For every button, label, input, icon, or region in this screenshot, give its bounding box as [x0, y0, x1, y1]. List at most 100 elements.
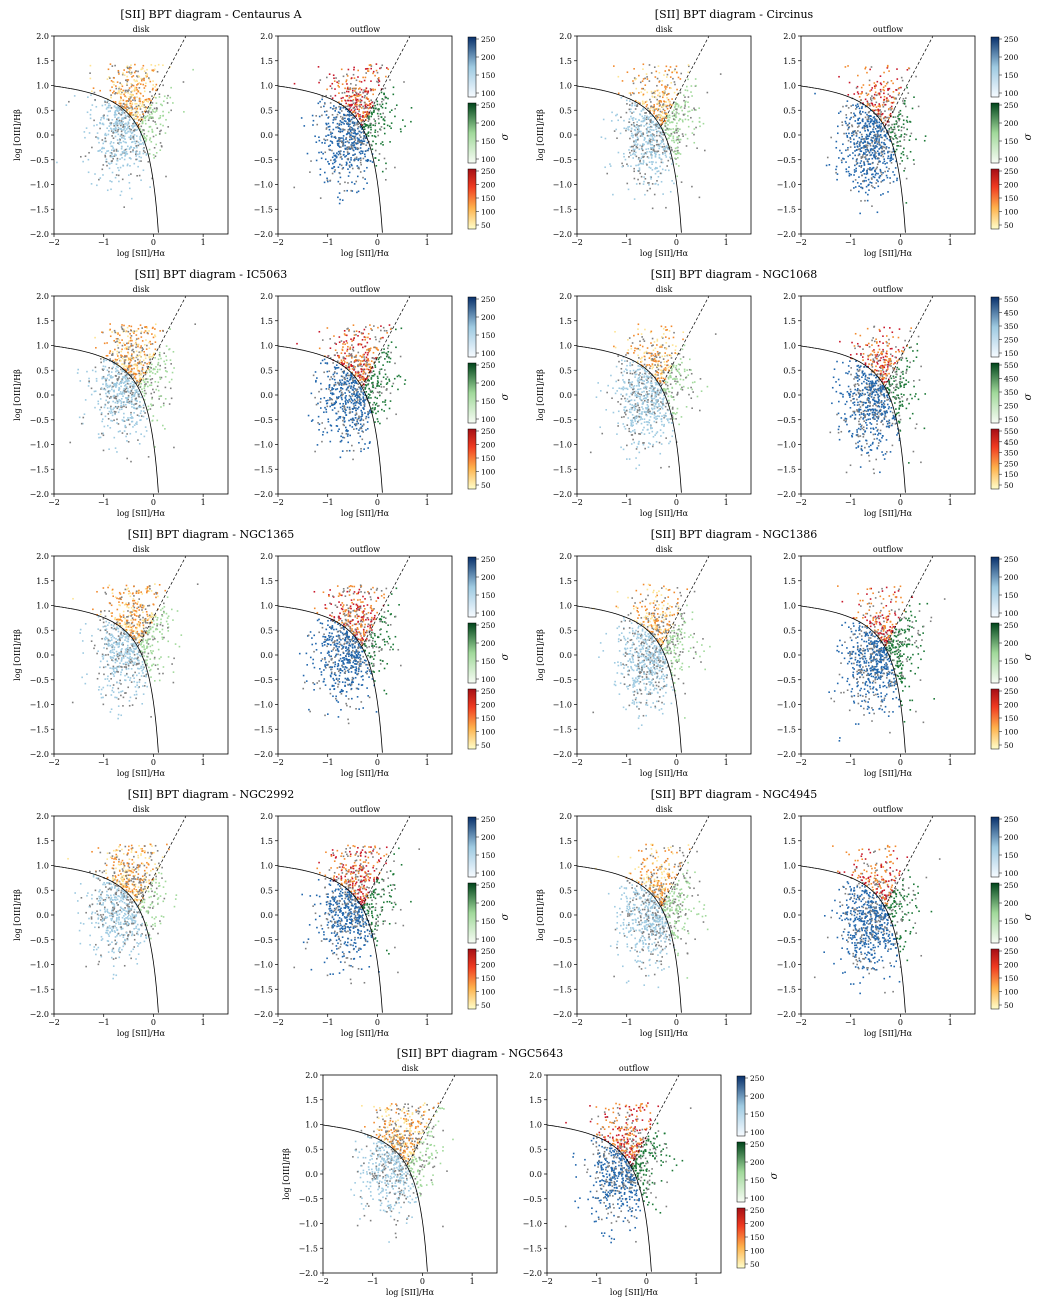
data-point — [671, 111, 674, 113]
data-point — [158, 93, 161, 96]
data-point — [116, 130, 119, 133]
data-point — [372, 351, 375, 354]
data-point — [375, 164, 378, 167]
data-point — [349, 106, 352, 109]
data-point — [876, 136, 878, 138]
data-point — [121, 111, 123, 114]
data-point — [353, 68, 355, 71]
data-point — [368, 100, 371, 103]
data-point — [659, 116, 662, 119]
data-point — [125, 330, 127, 333]
data-point — [122, 107, 125, 110]
data-point — [124, 385, 126, 387]
data-point — [681, 119, 684, 121]
data-point — [144, 384, 147, 387]
data-point — [120, 153, 122, 156]
data-point — [349, 127, 351, 130]
data-point — [625, 127, 627, 130]
data-point — [128, 400, 131, 403]
data-point — [632, 152, 635, 154]
data-point — [354, 102, 357, 105]
data-point — [126, 397, 129, 399]
data-point — [873, 140, 876, 142]
data-point — [113, 150, 115, 152]
data-point — [676, 122, 678, 125]
data-point — [125, 391, 128, 393]
data-point — [341, 116, 344, 119]
data-point — [643, 136, 646, 139]
data-point — [135, 343, 138, 346]
data-point — [410, 107, 413, 109]
data-point — [84, 399, 87, 401]
data-point — [344, 155, 346, 158]
data-point — [333, 366, 336, 368]
data-point — [106, 407, 109, 409]
data-point — [883, 95, 886, 98]
data-point — [890, 131, 892, 134]
data-point — [142, 142, 144, 144]
data-point — [879, 128, 882, 131]
data-point — [343, 418, 345, 420]
data-point — [657, 103, 659, 105]
data-point — [661, 84, 663, 86]
data-point — [679, 106, 682, 109]
data-point — [114, 447, 117, 449]
data-point — [852, 131, 855, 134]
data-point — [139, 351, 142, 353]
data-point — [361, 140, 364, 143]
data-point — [888, 114, 891, 116]
data-point — [333, 80, 336, 82]
data-point — [116, 139, 119, 141]
data-point — [376, 382, 379, 385]
data-point — [677, 130, 680, 132]
data-point — [339, 153, 342, 156]
data-point — [675, 163, 678, 165]
data-point — [635, 183, 638, 185]
data-point — [337, 196, 339, 199]
data-point — [129, 113, 132, 116]
x-tick-label: 0 — [151, 238, 156, 247]
data-point — [351, 122, 354, 124]
data-point — [135, 110, 138, 113]
data-point — [119, 194, 122, 197]
data-point — [855, 167, 857, 170]
data-point — [381, 106, 384, 109]
data-point — [140, 139, 142, 142]
data-point — [118, 169, 120, 172]
data-point — [628, 118, 631, 120]
data-point — [352, 418, 354, 421]
data-point — [902, 153, 905, 156]
data-point — [346, 162, 348, 165]
data-point — [155, 102, 158, 104]
data-point — [677, 76, 680, 79]
data-point — [131, 380, 134, 383]
data-point — [334, 169, 336, 171]
data-point — [861, 135, 863, 138]
data-point — [651, 122, 653, 124]
data-point — [362, 138, 365, 140]
data-point — [107, 162, 110, 165]
data-point — [883, 101, 885, 104]
data-point — [659, 110, 662, 113]
data-point — [875, 139, 878, 142]
data-point — [900, 76, 903, 79]
data-point — [662, 94, 665, 96]
data-point — [854, 146, 856, 148]
data-point — [855, 135, 858, 137]
data-point — [376, 356, 378, 359]
data-point — [119, 341, 121, 344]
data-point — [154, 380, 157, 383]
data-point — [379, 129, 382, 131]
data-point — [109, 350, 112, 353]
data-point — [124, 131, 126, 133]
data-point — [167, 111, 170, 114]
data-point — [110, 145, 113, 147]
data-point — [362, 105, 364, 108]
data-point — [887, 155, 890, 157]
disk-panel: disk−2 −1 0 12.01.51.00.50.0−0.5−1.0−1.5−2.… — [536, 25, 752, 258]
data-point — [353, 136, 356, 139]
data-point — [161, 424, 164, 427]
data-point — [655, 116, 658, 119]
data-point — [123, 381, 126, 383]
data-point — [855, 170, 857, 172]
